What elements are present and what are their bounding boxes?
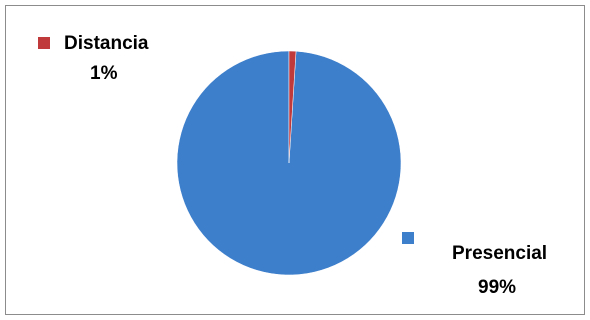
legend-marker-presencial — [402, 232, 414, 244]
chart-frame: Distancia 1% Presencial 99% — [5, 5, 585, 315]
legend-marker-distancia — [38, 37, 50, 49]
slice-label-distancia: Distancia — [64, 33, 149, 54]
pie-chart — [176, 50, 402, 276]
slice-percent-presencial: 99% — [478, 277, 517, 298]
slice-label-presencial: Presencial — [452, 243, 548, 264]
pie-slice-distancia — [288, 50, 297, 164]
slice-percent-distancia: 1% — [90, 63, 118, 84]
